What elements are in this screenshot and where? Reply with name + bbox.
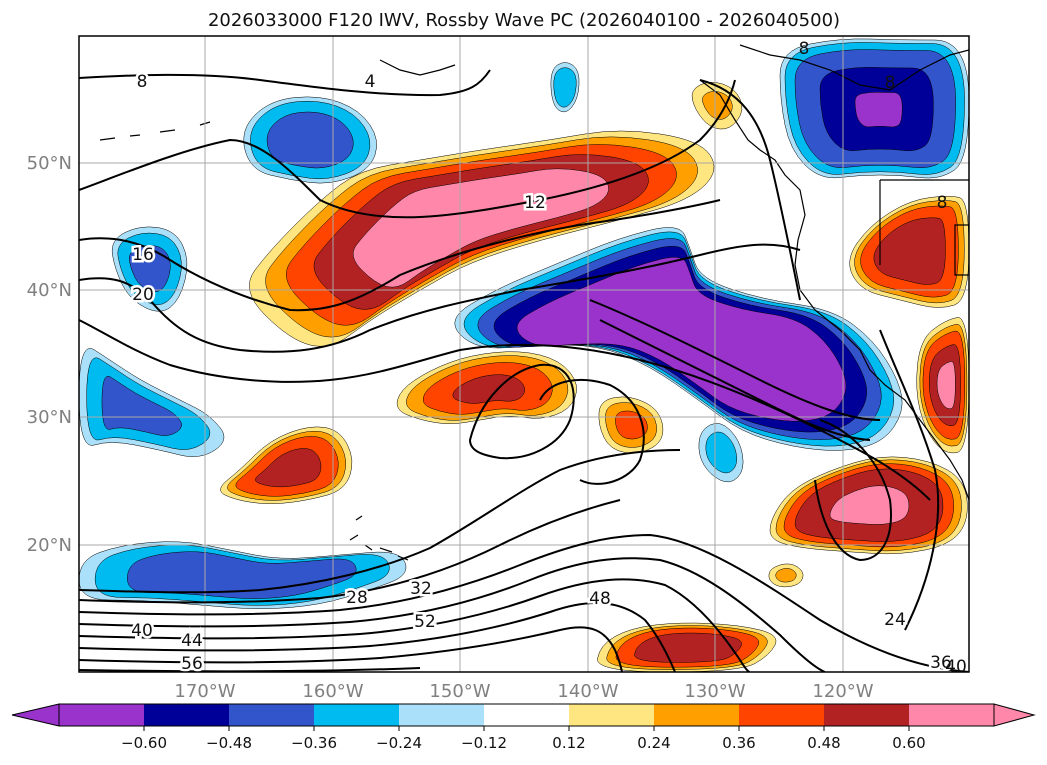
contour-jet-2 <box>599 319 871 441</box>
anomaly-shading <box>775 568 797 583</box>
contour-40 <box>79 557 826 672</box>
anomaly-shading <box>702 91 733 120</box>
contour-24-east <box>879 329 940 631</box>
colorbar-segment <box>569 704 655 726</box>
contour-44 <box>79 578 751 672</box>
colorbar-tick-label: −0.24 <box>376 734 422 752</box>
contour-jet-1 <box>589 299 881 421</box>
contour-loop-1 <box>468 363 575 460</box>
colorbar-tick-label: −0.12 <box>461 734 507 752</box>
colorbar-segment <box>59 704 145 726</box>
x-tick-label: 150°W <box>429 681 490 702</box>
colorbar: −0.60 −0.48 −0.36 −0.24 −0.12 0.12 0.24 0.36 0.4… <box>11 703 1036 752</box>
anomaly-shading <box>101 375 182 436</box>
x-tick-label: 130°W <box>684 681 745 702</box>
colorbar-tick-label: 0.24 <box>637 734 670 752</box>
contour-label: 12 <box>524 193 546 213</box>
y-tick-label: 40°N <box>27 280 72 301</box>
contour-label: 40 <box>945 657 967 677</box>
colorbar-tick-label: 0.60 <box>892 734 925 752</box>
colorbar-segment <box>909 704 995 726</box>
contour-8 <box>79 69 491 97</box>
y-tick-label: 30°N <box>27 407 72 428</box>
contour-label: 32 <box>410 579 432 599</box>
contour-12 <box>79 79 736 219</box>
x-tick-label: 170°W <box>174 681 235 702</box>
chart-title: 2026033000 F120 IWV, Rossby Wave PC (202… <box>208 10 840 31</box>
anomaly-shading <box>936 361 956 410</box>
contour-16 <box>79 199 721 312</box>
contour-label: 20 <box>132 285 154 305</box>
iwv-contours <box>79 69 969 672</box>
contour-36 <box>79 533 969 672</box>
map-area: 8 4 8 8 8 12 16 20 24 28 32 36 40 44 48 … <box>79 36 969 677</box>
contour-label: 48 <box>589 589 611 609</box>
colorbar-segment <box>399 704 485 726</box>
colorbar-segment <box>144 704 230 726</box>
contour-labels: 8 4 8 8 8 12 16 20 24 28 32 36 40 44 48 … <box>129 39 967 677</box>
contour-loop-2 <box>539 379 645 485</box>
anomaly-shading <box>255 448 322 488</box>
anomaly-shading <box>516 257 847 422</box>
contour-loop-3 <box>814 419 892 562</box>
contour-32 <box>79 499 621 604</box>
contour-label: 16 <box>132 245 154 265</box>
y-tick-label: 50°N <box>27 153 72 174</box>
x-axis-labels: 170°W 160°W 150°W 140°W 130°W 120°W <box>174 681 873 702</box>
colorbar-tick-label: −0.36 <box>291 734 337 752</box>
y-axis-labels: 50°N 40°N 30°N 20°N <box>27 153 72 556</box>
contour-label: 8 <box>937 193 948 213</box>
anomaly-shading <box>553 67 577 108</box>
contour-20 <box>79 243 801 353</box>
contour-label: 28 <box>346 588 368 608</box>
colorbar-frame <box>58 703 995 727</box>
x-tick-label: 120°W <box>812 681 873 702</box>
anomaly-shading <box>873 217 946 285</box>
colorbar-segment <box>654 704 740 726</box>
contour-label: 44 <box>181 631 203 651</box>
contour-label: 8 <box>885 73 896 93</box>
contour-8-east <box>699 79 801 301</box>
map-frame <box>78 35 970 673</box>
contour-label: 4 <box>365 72 376 92</box>
y-tick-label: 20°N <box>27 535 72 556</box>
anomaly-shading <box>854 91 903 128</box>
x-tick-label: 140°W <box>557 681 618 702</box>
contour-label: 36 <box>930 653 952 673</box>
contour-24 <box>79 319 931 501</box>
anomaly-shading <box>705 431 738 474</box>
colorbar-tick-label: −0.48 <box>206 734 252 752</box>
colorbar-segment <box>314 704 400 726</box>
colorbar-extend-low <box>11 703 60 727</box>
colorbar-segment <box>229 704 315 726</box>
contour-label: 56 <box>181 654 203 674</box>
contour-56 <box>79 667 421 672</box>
colorbar-tick-label: 0.48 <box>807 734 840 752</box>
contour-label: 24 <box>884 610 906 630</box>
colorbar-extend-high <box>993 703 1036 727</box>
colorbar-tick-label: −0.60 <box>121 734 167 752</box>
contour-label: 8 <box>137 72 148 92</box>
colorbar-segment <box>484 704 570 726</box>
contour-28 <box>79 449 681 594</box>
contour-48 <box>79 602 676 672</box>
contour-52 <box>79 626 623 672</box>
contour-label: 52 <box>414 612 436 632</box>
contour-label: 8 <box>799 39 810 59</box>
x-tick-label: 160°W <box>302 681 363 702</box>
colorbar-tick-label: 0.36 <box>722 734 755 752</box>
colorbar-segment <box>739 704 825 726</box>
contour-label: 40 <box>131 621 153 641</box>
colorbar-tick-label: 0.12 <box>552 734 585 752</box>
colorbar-segment <box>824 704 910 726</box>
